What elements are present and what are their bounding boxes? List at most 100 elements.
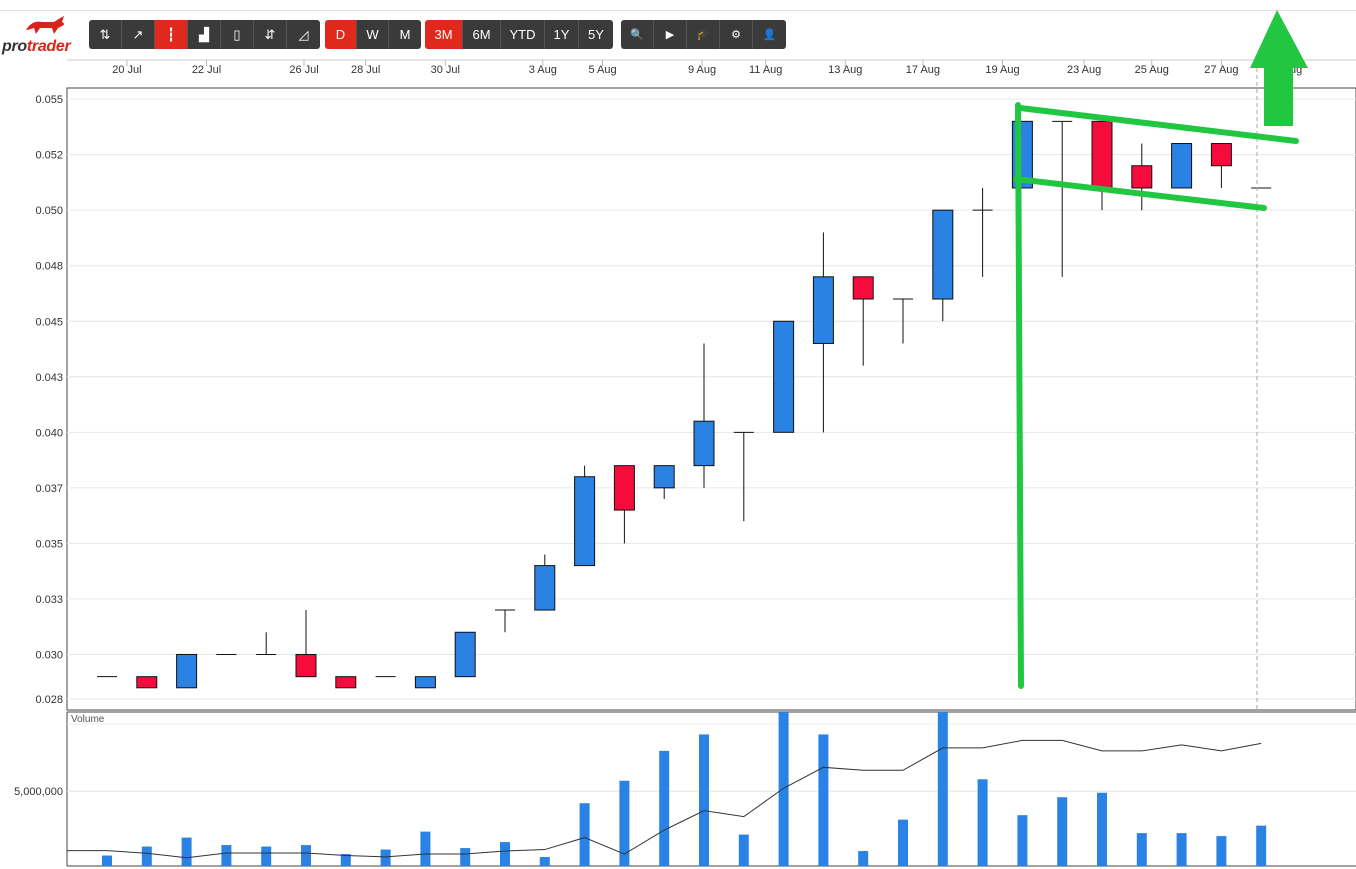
candle-down xyxy=(335,676,357,689)
user-icon: 👤 xyxy=(762,29,777,41)
candle-down xyxy=(1210,143,1232,167)
volume-bar xyxy=(380,849,391,866)
volume-bar xyxy=(977,779,988,866)
price-plot-frame xyxy=(66,87,1356,711)
y-tick-label: 0.050 xyxy=(35,205,63,217)
volume-bar xyxy=(937,712,948,866)
volume-bar xyxy=(818,734,829,866)
y-tick-label: 0.035 xyxy=(35,538,63,550)
volume-bar xyxy=(102,855,112,866)
candle-down xyxy=(1091,120,1113,189)
interval-button-m[interactable]: M xyxy=(389,20,421,49)
x-tick-label: 22 Jul xyxy=(192,64,221,76)
candle-down xyxy=(136,676,158,689)
range-button-6m[interactable]: 6M xyxy=(463,20,501,49)
chart-type-toolbar: ⇅ ↗ ┇ ▟ ▯ ⇵ ◿ xyxy=(89,20,320,49)
range-button-5y[interactable]: 5Y xyxy=(579,20,613,49)
chart-type-button-3[interactable]: ▟ xyxy=(188,20,221,49)
candle-up xyxy=(574,476,596,567)
x-tick-label: 27 Aug xyxy=(1204,64,1238,76)
candle-up xyxy=(932,209,954,300)
volume-bar xyxy=(141,846,152,866)
settings-button[interactable]: ⚙ xyxy=(720,20,753,49)
chart-type-button-6[interactable]: ◿ xyxy=(287,20,320,49)
flag-lower-trendline xyxy=(1013,176,1267,211)
top-divider xyxy=(0,10,1356,11)
volume-bar xyxy=(301,845,311,866)
volume-bar xyxy=(619,780,630,866)
candle-up xyxy=(414,676,436,689)
volume-bar xyxy=(898,819,908,866)
volume-average-line xyxy=(67,739,1262,859)
hollow-candle-icon: ▯ xyxy=(233,26,241,42)
x-tick-label: 19 Aug xyxy=(985,64,1019,76)
candlestick-icon: ┇ xyxy=(167,26,175,42)
volume-bar xyxy=(699,734,709,866)
volume-bar xyxy=(1256,825,1267,866)
candle-down xyxy=(295,653,317,678)
search-button[interactable]: 🔍 xyxy=(621,20,654,49)
range-button-3m[interactable]: 3M xyxy=(425,20,463,49)
brand-name: protrader xyxy=(2,38,71,56)
candle-up xyxy=(653,465,675,489)
volume-bar xyxy=(460,848,471,866)
chart-type-button-4[interactable]: ▯ xyxy=(221,20,254,49)
bar-chart-icon: ▟ xyxy=(199,26,209,42)
chart-type-button-5[interactable]: ⇵ xyxy=(254,20,287,49)
volume-y-tick-label: 5,000,000 xyxy=(14,786,63,798)
x-tick-label: 3 Aug xyxy=(529,64,557,76)
x-tick-label: 17 Aug xyxy=(906,64,940,76)
interval-button-d[interactable]: D xyxy=(325,20,357,49)
price-y-axis: 0.055 0.052 0.050 0.048 0.045 0.043 0.040 0.037… xyxy=(35,94,63,706)
y-tick-label: 0.052 xyxy=(35,150,63,162)
volume-label: Volume xyxy=(71,714,105,725)
x-tick-label: 5 Aug xyxy=(588,64,616,76)
chart-type-button-0[interactable]: ⇅ xyxy=(89,20,122,49)
x-tick-label: 11 Aug xyxy=(749,64,782,76)
chart-type-button-2[interactable]: ┇ xyxy=(155,20,188,49)
candle-up xyxy=(1171,143,1193,189)
ohlc-icon: ⇅ xyxy=(99,26,111,42)
line-chart-icon: ↗ xyxy=(132,26,144,42)
brand-name-post: trader xyxy=(26,38,71,55)
volume-bar xyxy=(181,837,192,866)
volume-bar xyxy=(1057,797,1068,866)
volume-bar xyxy=(340,854,351,866)
graduation-cap-icon: 🎓 xyxy=(696,29,710,41)
tools-toolbar: 🔍 ▶ 🎓 ⚙ 👤 xyxy=(621,20,786,49)
range-button-1y[interactable]: 1Y xyxy=(545,20,579,49)
flag-upper-trendline xyxy=(1017,105,1299,144)
play-button[interactable]: ▶ xyxy=(654,20,687,49)
graduation-cap-button[interactable]: 🎓 xyxy=(687,20,720,49)
candle-down xyxy=(1131,165,1153,189)
chart-type-button-1[interactable]: ↗ xyxy=(122,20,155,49)
x-axis: 20 Jul 22 Jul 26 Jul 28 Jul 30 Jul 3 Aug 5 Aug… xyxy=(67,59,1356,76)
x-tick-label: 13 Aug xyxy=(828,64,862,76)
protrader-logo[interactable]: protrader xyxy=(2,14,82,58)
volume-bar xyxy=(500,842,510,866)
volume-bar xyxy=(579,803,590,866)
y-tick-label: 0.055 xyxy=(35,94,63,106)
volume-bar xyxy=(858,851,869,866)
candle-down xyxy=(613,465,635,511)
candle-series xyxy=(97,68,1272,710)
heikin-ashi-icon: ⇵ xyxy=(264,26,276,42)
x-tick-label: 26 Jul xyxy=(289,64,318,76)
search-icon: 🔍 xyxy=(630,29,644,41)
candle-up xyxy=(812,276,834,344)
y-tick-label: 0.048 xyxy=(35,261,63,273)
x-tick-label: 23 Aug xyxy=(1067,64,1101,76)
y-tick-label: 0.030 xyxy=(35,649,63,661)
volume-bar xyxy=(1216,836,1227,866)
user-button[interactable]: 👤 xyxy=(753,20,786,49)
interval-button-w[interactable]: W xyxy=(357,20,389,49)
candle-up xyxy=(773,320,795,433)
flagpole-line xyxy=(1015,102,1024,689)
range-button-ytd[interactable]: YTD xyxy=(501,20,545,49)
volume-bar xyxy=(659,750,670,866)
volume-panel: Volume 5,000,000 xyxy=(14,711,1356,867)
play-icon: ▶ xyxy=(665,29,675,41)
y-tick-label: 0.037 xyxy=(35,483,63,495)
